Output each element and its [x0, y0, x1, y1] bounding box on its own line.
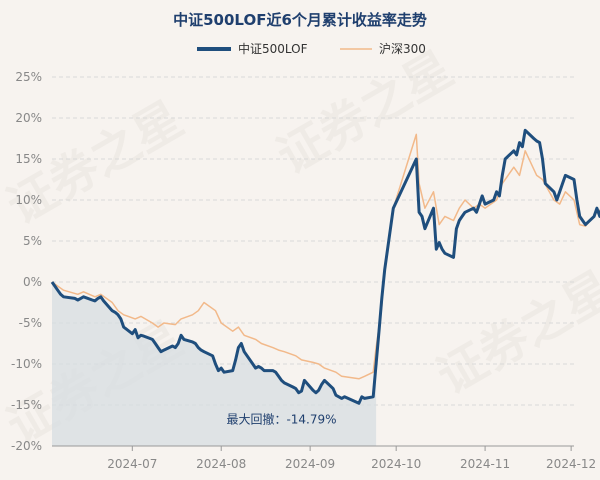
- legend-label-series-0: 中证500LOF: [238, 41, 308, 56]
- series-line-zz500lof: [50, 128, 600, 405]
- watermark-text: 证券之星: [428, 261, 600, 406]
- y-tick-label: 10%: [15, 193, 42, 207]
- x-tick-label: 2024-11: [460, 457, 510, 471]
- x-tick-label: 2024-10: [371, 457, 421, 471]
- y-tick-label: -15%: [11, 398, 42, 412]
- y-tick-label: 15%: [15, 152, 42, 166]
- y-tick-label: 0%: [23, 275, 42, 289]
- chart-title: 中证500LOF近6个月累计收益率走势: [173, 11, 427, 29]
- x-tick-label: 2024-09: [285, 457, 335, 471]
- legend-label-series-1: 沪深300: [379, 42, 426, 56]
- watermark-text: 证券之星: [268, 41, 462, 186]
- y-axis: 25% 20% 15% 10% 5% 0% -5% -10% -15% -20%: [11, 70, 42, 453]
- y-tick-label: 5%: [23, 234, 42, 248]
- legend: 中证500LOF 沪深300: [197, 41, 426, 56]
- x-tick-label: 2024-12: [546, 457, 596, 471]
- series-line-hs300: [51, 133, 600, 380]
- y-tick-label: 25%: [15, 70, 42, 84]
- x-axis: 2024-07 2024-08 2024-09 2024-10 2024-11 2024-…: [107, 446, 596, 471]
- x-tick-label: 2024-07: [107, 457, 157, 471]
- y-tick-label: -5%: [19, 316, 42, 330]
- y-tick-label: -20%: [11, 439, 42, 453]
- y-tick-label: -10%: [11, 357, 42, 371]
- y-tick-label: 20%: [15, 111, 42, 125]
- drawdown-label: 最大回撤：-14.79%: [226, 411, 336, 426]
- x-tick-label: 2024-08: [196, 457, 246, 471]
